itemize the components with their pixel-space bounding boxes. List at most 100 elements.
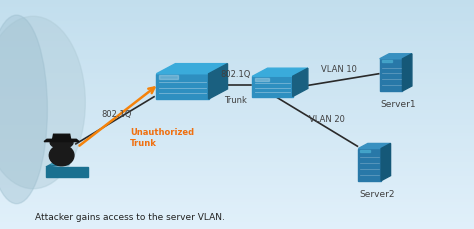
Text: 802.1Q: 802.1Q [101, 110, 131, 119]
Polygon shape [53, 135, 71, 140]
Bar [0, 149, 474, 152]
Bar [0, 43, 474, 46]
Bar [0, 226, 474, 229]
Bar [0, 92, 474, 94]
Circle shape [50, 138, 73, 149]
Bar [0, 114, 474, 117]
Bar [0, 223, 474, 226]
Bar [0, 69, 474, 71]
Text: Server1: Server1 [380, 100, 416, 109]
Bar [0, 109, 474, 112]
Bar [0, 137, 474, 140]
Polygon shape [292, 69, 308, 97]
Bar [0, 97, 474, 100]
Polygon shape [380, 55, 412, 60]
Bar [0, 209, 474, 212]
Bar [0, 17, 474, 20]
Bar [0, 143, 474, 146]
Bar [0, 155, 474, 158]
Bar [0, 26, 474, 29]
Bar [382, 61, 392, 63]
Bar [0, 55, 474, 57]
Bar [0, 129, 474, 132]
Bar [0, 197, 474, 200]
Polygon shape [51, 157, 65, 165]
Ellipse shape [0, 17, 85, 189]
Bar [0, 186, 474, 189]
Bar [0, 174, 474, 177]
Bar [0, 106, 474, 109]
Bar [0, 63, 474, 66]
Bar [0, 32, 474, 34]
Bar [0, 83, 474, 86]
Bar [0, 71, 474, 74]
Bar [0, 3, 474, 6]
Polygon shape [156, 74, 209, 100]
Bar [0, 126, 474, 129]
Polygon shape [358, 144, 391, 149]
Bar [0, 177, 474, 180]
Bar [0, 80, 474, 83]
Bar [0, 40, 474, 43]
Bar [0, 166, 474, 169]
Bar [0, 169, 474, 172]
Polygon shape [209, 64, 228, 100]
Text: 802.1Q: 802.1Q [220, 70, 250, 79]
Polygon shape [381, 144, 391, 181]
Bar [0, 77, 474, 80]
Bar [0, 132, 474, 135]
Bar [0, 195, 474, 197]
Polygon shape [44, 140, 79, 142]
Bar [0, 20, 474, 23]
Bar [0, 146, 474, 149]
Bar [0, 37, 474, 40]
Bar [0, 172, 474, 174]
Bar [0, 117, 474, 120]
Bar [0, 160, 474, 163]
Ellipse shape [0, 16, 47, 204]
Text: Attacker gains access to the server VLAN.: Attacker gains access to the server VLAN… [36, 212, 225, 221]
Bar [0, 0, 474, 3]
Bar [0, 212, 474, 215]
Bar [0, 189, 474, 192]
Text: Unauthorized
Trunk: Unauthorized Trunk [130, 127, 194, 147]
Bar [0, 89, 474, 92]
Bar [0, 95, 474, 97]
Bar [0, 34, 474, 37]
Bar [255, 78, 269, 82]
Bar [0, 206, 474, 209]
Bar [0, 163, 474, 166]
Bar [0, 52, 474, 55]
Bar [0, 6, 474, 9]
Polygon shape [46, 167, 88, 177]
Bar [0, 140, 474, 143]
Bar [0, 112, 474, 114]
Bar [0, 9, 474, 11]
Bar [0, 11, 474, 14]
Bar [0, 57, 474, 60]
Bar [0, 49, 474, 52]
Bar [159, 76, 177, 79]
Bar [0, 180, 474, 183]
Bar [0, 14, 474, 17]
Ellipse shape [49, 145, 74, 166]
Text: VLAN 10: VLAN 10 [321, 64, 357, 73]
Bar [0, 192, 474, 195]
Text: Server2: Server2 [359, 189, 394, 198]
Bar [360, 150, 371, 153]
Bar [0, 66, 474, 69]
Polygon shape [156, 64, 228, 74]
Bar [0, 203, 474, 206]
Polygon shape [252, 69, 308, 77]
Polygon shape [358, 149, 381, 181]
Polygon shape [46, 156, 69, 167]
Bar [0, 29, 474, 31]
Bar [0, 46, 474, 49]
Bar [0, 215, 474, 218]
Bar [0, 158, 474, 160]
Text: Trunk: Trunk [224, 95, 246, 104]
Bar [0, 74, 474, 77]
Bar [0, 103, 474, 106]
Bar [0, 23, 474, 26]
Bar [0, 134, 474, 137]
